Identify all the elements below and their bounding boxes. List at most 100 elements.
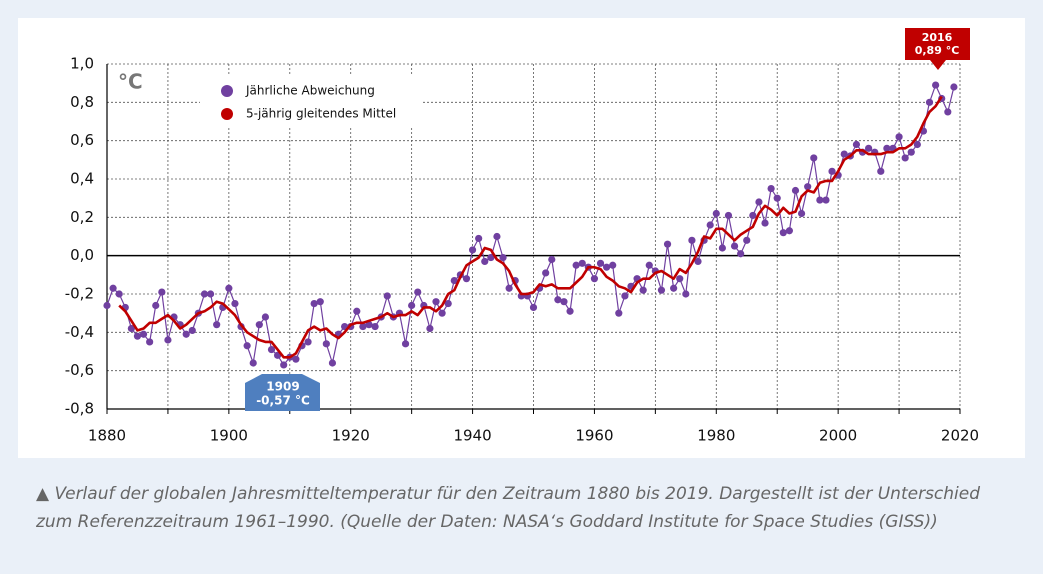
data-point xyxy=(737,250,745,258)
data-point xyxy=(816,196,824,204)
data-point xyxy=(603,263,611,271)
data-point xyxy=(280,361,288,369)
data-point xyxy=(359,322,367,331)
data-point xyxy=(810,154,818,162)
data-point xyxy=(663,240,672,248)
data-point xyxy=(158,288,166,296)
data-point xyxy=(109,284,117,292)
data-point xyxy=(712,209,720,218)
x-tick-label: 2000 xyxy=(819,427,857,445)
x-tick-label: 1920 xyxy=(332,427,370,445)
data-point xyxy=(529,303,538,312)
annotation-box xyxy=(905,28,970,70)
moving-average-line xyxy=(118,95,943,359)
unit-label: °C xyxy=(118,70,143,94)
data-point xyxy=(865,144,873,152)
data-point xyxy=(566,307,574,315)
data-point xyxy=(304,338,312,346)
chart: -0,8 -0,6 -0,4 -0,2 0,0 0,2 0,4 0,6 0,8 1,0 1880 19… xyxy=(65,28,979,445)
data-point xyxy=(645,261,653,269)
data-point xyxy=(231,299,239,308)
data-point xyxy=(468,246,477,254)
data-point xyxy=(444,299,452,308)
x-tick-label: 1900 xyxy=(210,427,248,445)
data-point xyxy=(365,321,373,329)
data-point xyxy=(432,298,440,306)
data-point xyxy=(499,253,507,262)
x-tick-label: 2020 xyxy=(941,427,979,445)
annotation-text: 2016 xyxy=(922,31,953,44)
data-point xyxy=(164,336,172,344)
data-point xyxy=(328,359,337,367)
data-point xyxy=(493,232,501,241)
data-point xyxy=(883,144,891,152)
data-point xyxy=(255,321,263,329)
data-point xyxy=(895,133,903,141)
data-point xyxy=(225,284,233,292)
data-point xyxy=(773,194,781,202)
data-point xyxy=(383,292,391,300)
data-point xyxy=(103,301,111,310)
data-point xyxy=(188,326,196,335)
data-point xyxy=(152,301,160,310)
annotation-text: 0,89 °C xyxy=(915,44,960,57)
data-point xyxy=(676,275,684,283)
data-point xyxy=(730,242,739,250)
caption: ▲ Verlauf der globalen Jahresmitteltempe… xyxy=(36,484,981,532)
data-point xyxy=(852,140,861,149)
data-point xyxy=(621,292,629,300)
data-point xyxy=(828,167,836,175)
data-point xyxy=(292,355,300,363)
data-point xyxy=(913,140,921,149)
data-point xyxy=(718,244,726,252)
data-point xyxy=(657,286,666,294)
annotation-box xyxy=(245,374,320,411)
x-tick-label: 1980 xyxy=(697,427,735,445)
data-point xyxy=(901,154,909,162)
data-point xyxy=(932,81,940,89)
data-point xyxy=(475,234,483,243)
data-point xyxy=(371,322,379,331)
legend-label: 5-jährig gleitendes Mittel xyxy=(246,107,396,121)
data-point xyxy=(925,98,934,106)
data-point xyxy=(481,257,489,266)
data-point xyxy=(791,186,800,195)
data-point xyxy=(572,261,580,269)
y-tick-label: 1,0 xyxy=(70,55,94,73)
data-point xyxy=(688,236,696,244)
data-point xyxy=(907,148,915,156)
data-point xyxy=(749,211,757,220)
data-point xyxy=(450,276,458,285)
data-point xyxy=(462,275,471,283)
y-tick-label: -0,2 xyxy=(65,285,94,303)
x-tick-label: 1940 xyxy=(453,427,491,445)
data-point xyxy=(743,236,751,244)
data-point xyxy=(487,253,495,262)
y-tick-label: -0,6 xyxy=(65,361,94,379)
data-point xyxy=(755,198,763,206)
data-point xyxy=(316,298,324,306)
data-point xyxy=(639,286,647,294)
y-tick-label: 0,8 xyxy=(70,93,94,111)
annotation-text: 1909 xyxy=(266,380,299,394)
data-point xyxy=(408,301,416,310)
data-point xyxy=(682,290,690,298)
legend-box xyxy=(200,74,422,128)
data-point xyxy=(779,229,787,237)
y-tick-label: -0,4 xyxy=(65,323,94,341)
data-point xyxy=(505,284,513,292)
data-point xyxy=(426,324,434,333)
data-point xyxy=(243,342,251,350)
data-point xyxy=(127,324,135,333)
data-point xyxy=(761,219,769,227)
data-point xyxy=(438,309,446,317)
chart-card xyxy=(18,18,1025,458)
data-point xyxy=(115,290,123,298)
data-point xyxy=(267,345,276,354)
data-point xyxy=(615,309,623,317)
legend-marker xyxy=(221,108,233,120)
y-tick-label: -0,8 xyxy=(65,400,94,418)
data-point xyxy=(609,261,617,269)
y-tick-label: 0,6 xyxy=(70,131,94,149)
